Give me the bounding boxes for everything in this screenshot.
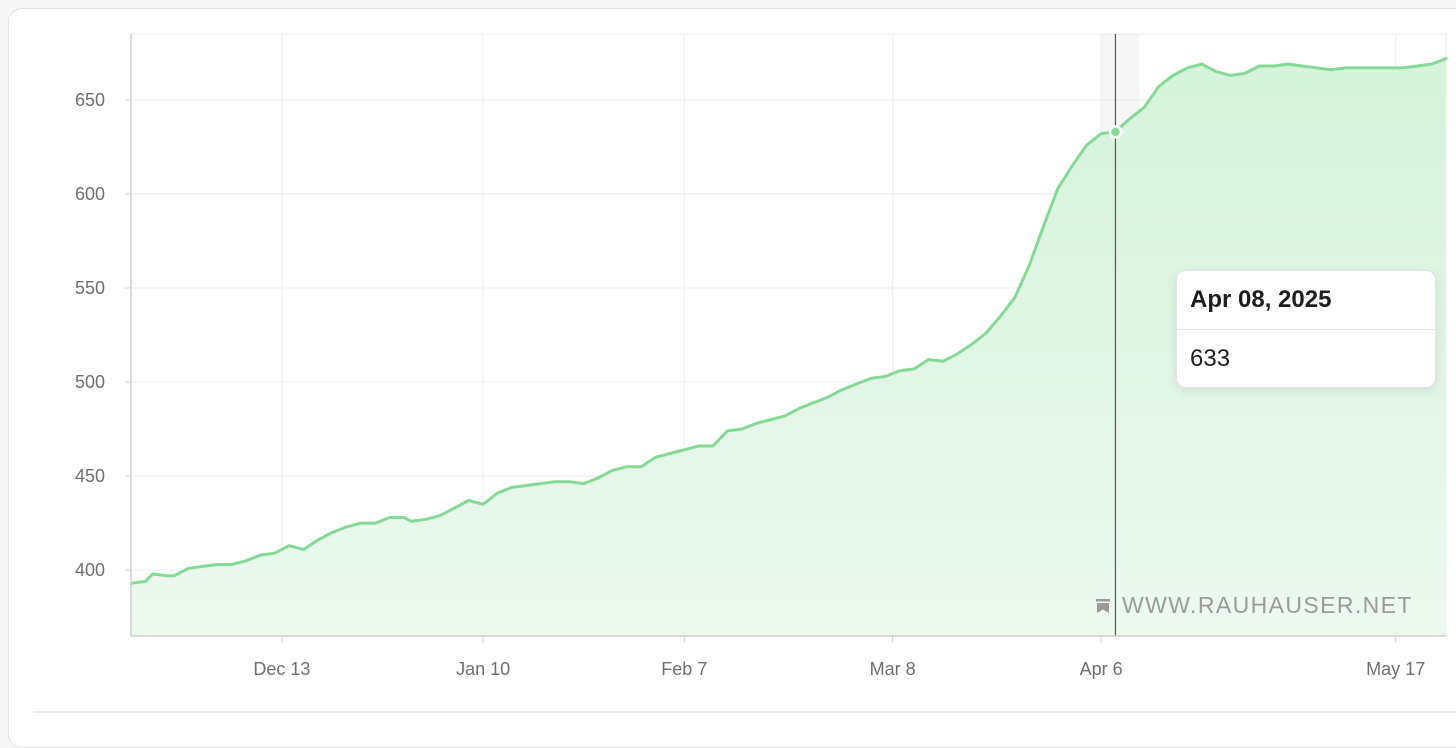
card-divider	[34, 711, 1456, 713]
watermark-text: WWW.RAUHAUSER.NET	[1122, 592, 1413, 618]
y-tick-label: 550	[75, 278, 105, 298]
area-fill	[131, 58, 1446, 636]
y-tick-label: 400	[75, 560, 105, 580]
watermark: WWW.RAUHAUSER.NET	[1094, 592, 1413, 619]
tooltip-date: Apr 08, 2025	[1190, 286, 1332, 313]
x-tick-label: May 17	[1366, 659, 1425, 679]
x-tick-label: Mar 8	[870, 659, 916, 679]
hover-point[interactable]	[1108, 125, 1123, 139]
tooltip-divider	[1177, 329, 1435, 330]
y-tick-label: 500	[75, 372, 105, 392]
x-tick-label: Jan 10	[456, 659, 510, 679]
y-tick-label: 450	[75, 466, 105, 486]
x-tick-labels: Dec 13 Jan 10 Feb 7 Mar 8 Apr 6 May 17	[253, 659, 1425, 679]
axes	[125, 34, 1446, 643]
y-tick-label: 650	[75, 90, 105, 110]
area-chart[interactable]: 400 450 500 550 600 650 Dec 13 Jan 10 Feb 7 Mar …	[0, 0, 1456, 715]
tooltip: Apr 08, 2025 633	[1176, 270, 1436, 388]
x-tick-label: Dec 13	[253, 659, 310, 679]
y-tick-labels: 400 450 500 550 600 650	[75, 90, 105, 580]
x-tick-label: Apr 6	[1080, 659, 1123, 679]
x-tick-label: Feb 7	[661, 659, 707, 679]
series-line	[129, 57, 1448, 585]
bookmark-icon	[1096, 598, 1110, 613]
tooltip-value: 633	[1190, 345, 1231, 372]
y-tick-label: 600	[75, 184, 105, 204]
